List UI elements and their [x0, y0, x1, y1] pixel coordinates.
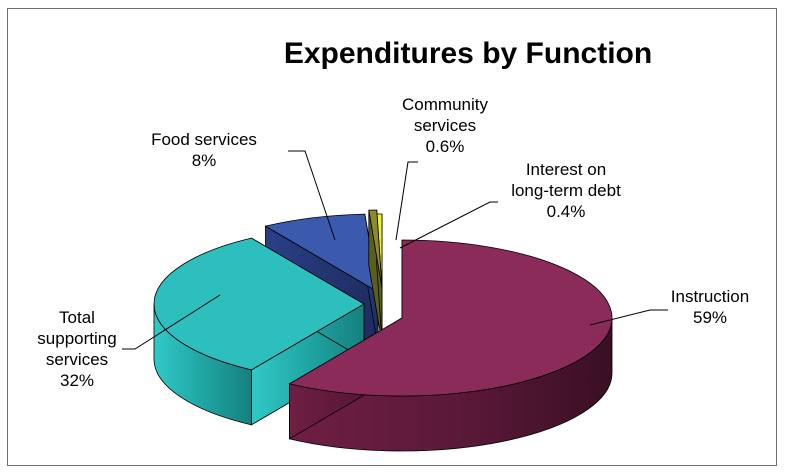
label-line-total-supporting-services: supporting	[37, 329, 116, 348]
label-line-food-services: 8%	[192, 151, 217, 170]
chart-title: Expenditures by Function	[284, 37, 652, 70]
label-line-interest-on-long-term-debt: 0.4%	[547, 202, 586, 221]
label-food-services: Food services 8%	[151, 130, 257, 170]
label-line-interest-on-long-term-debt: long-term debt	[511, 181, 621, 200]
label-line-total-supporting-services: 32%	[60, 371, 94, 390]
label-line-community-services: Community	[402, 95, 488, 114]
slice-top-total-supporting-services	[153, 237, 365, 371]
leader-line-total-supporting-services	[122, 294, 221, 350]
slice-top-community-services	[368, 209, 383, 289]
leader-line-instruction	[589, 309, 668, 326]
slice-total-supporting-services	[153, 237, 365, 426]
label-line-community-services: 0.6%	[426, 137, 465, 156]
slice-labels: Instruction 59% Total supporting services 32%…	[37, 95, 749, 390]
label-interest-on-long-term-debt: Interest on long-term debt 0.4%	[511, 160, 621, 221]
label-instruction: Instruction 59%	[671, 287, 749, 327]
label-line-food-services: Food services	[151, 130, 257, 149]
leader-line-interest-on-long-term-debt	[399, 201, 498, 249]
label-line-total-supporting-services: Total	[59, 308, 95, 327]
label-line-instruction: Instruction	[671, 287, 749, 306]
leader-line-community-services	[395, 161, 418, 241]
label-line-total-supporting-services: services	[46, 350, 108, 369]
label-line-instruction: 59%	[693, 308, 727, 327]
slice-top-instruction	[288, 239, 613, 397]
label-line-interest-on-long-term-debt: Interest on	[526, 160, 606, 179]
slice-top-food-services	[264, 213, 379, 293]
label-line-community-services: services	[414, 116, 476, 135]
pie-slices	[153, 209, 613, 452]
leader-line-food-services	[288, 150, 336, 241]
slice-community-services	[368, 209, 383, 344]
slice-instruction	[288, 239, 613, 452]
label-community-services: Community services 0.6%	[402, 95, 488, 156]
label-total-supporting-services: Total supporting services 32%	[37, 308, 116, 390]
leader-lines	[122, 150, 668, 350]
